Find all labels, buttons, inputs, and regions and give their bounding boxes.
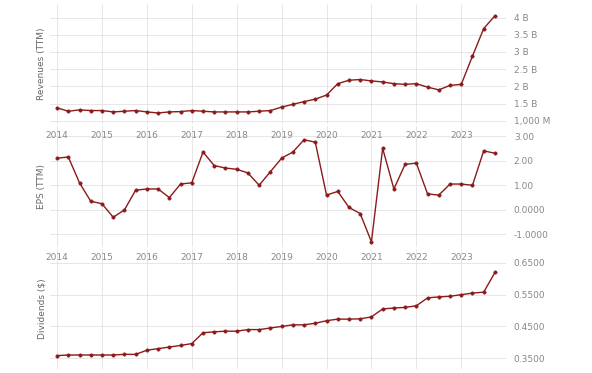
- Y-axis label: Dividends ($): Dividends ($): [37, 279, 46, 339]
- Y-axis label: EPS (TTM): EPS (TTM): [37, 164, 46, 209]
- Y-axis label: Revenues (TTM): Revenues (TTM): [37, 28, 46, 100]
